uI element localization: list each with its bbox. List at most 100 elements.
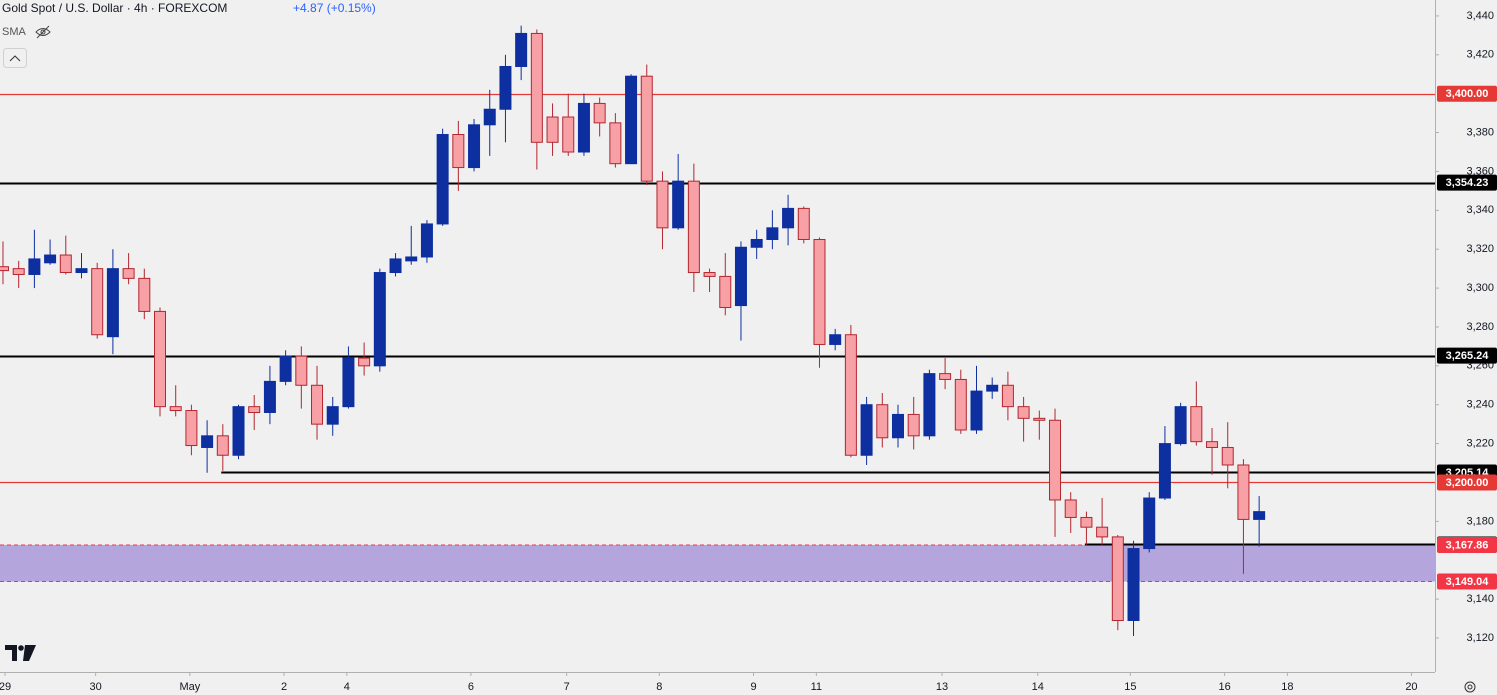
candle-body [138, 277, 151, 312]
price-change: +4.87 (+0.15%) [293, 1, 376, 15]
candle-body [59, 254, 72, 274]
candle-body [782, 207, 795, 229]
candle-body [1080, 516, 1093, 528]
y-tick-label: 3,120 [1466, 632, 1494, 644]
candle-body [907, 413, 920, 437]
candle-body [12, 268, 25, 275]
candle-body [797, 207, 810, 240]
candle-body [389, 258, 402, 274]
candle-body [562, 116, 575, 153]
axes: 3,440 3,420 3,380 3,360 3,340 3,320 3,300 3,280… [0, 10, 1497, 693]
candle-body [28, 258, 41, 275]
y-tick-label: 3,380 [1466, 126, 1494, 138]
candle-body [232, 406, 245, 456]
collapse-button[interactable] [3, 48, 27, 68]
settings-icon[interactable] [1464, 681, 1476, 693]
candle-body [625, 75, 638, 165]
candle-body [263, 380, 276, 413]
candle-body [766, 227, 779, 240]
candle-body [0, 266, 9, 272]
y-tick-label: 3,360 [1466, 165, 1494, 177]
candle-body [577, 102, 590, 153]
candle-body [75, 268, 88, 274]
price-tag-label: 3,265.24 [1446, 350, 1490, 362]
x-tick-label: 15 [1124, 681, 1136, 693]
x-tick-label: 11 [811, 681, 822, 693]
price-tag [1437, 536, 1497, 553]
price-tag [1437, 347, 1497, 364]
candle-body [405, 256, 418, 262]
candle-body [216, 435, 229, 456]
candle-body [891, 413, 904, 439]
x-tick-label: 18 [1281, 681, 1293, 693]
candle-body [923, 373, 936, 437]
x-tick-label: 20 [1405, 681, 1417, 693]
candle-body [1253, 511, 1266, 520]
candle-body [719, 275, 732, 309]
candle-body [593, 102, 606, 124]
y-tick-label: 3,320 [1466, 243, 1494, 255]
candle-body [1096, 526, 1109, 538]
candle-body [750, 238, 763, 248]
plot [0, 25, 1435, 637]
candle-body [687, 180, 700, 274]
candle-body [248, 406, 261, 413]
candle-body [342, 357, 355, 408]
candle-body [1049, 419, 1062, 501]
price-tag [1437, 474, 1497, 491]
candle-body [483, 108, 496, 126]
price-tag-label: 3,200.00 [1446, 477, 1489, 489]
candle-body [91, 268, 104, 336]
candle-body [1158, 443, 1171, 499]
y-tick-label: 3,420 [1466, 49, 1494, 61]
x-tick-label: 9 [750, 681, 756, 693]
price-tag [1437, 573, 1497, 590]
candle-body [939, 373, 952, 380]
candle-body [829, 334, 842, 345]
y-tick-label: 3,220 [1466, 438, 1494, 450]
candle-body [169, 406, 182, 412]
x-tick-label: 29 [0, 681, 11, 693]
candle-body [844, 334, 857, 456]
candle-body [1190, 406, 1203, 443]
candle-body [1064, 499, 1077, 518]
y-tick-label: 3,240 [1466, 399, 1494, 411]
price-tag [1437, 174, 1497, 191]
candle-body [656, 180, 669, 229]
logo [5, 645, 36, 661]
candle-body [1237, 464, 1250, 520]
price-tag-label: 3,167.86 [1446, 539, 1489, 551]
hide-icon[interactable] [35, 25, 51, 39]
candle-body [295, 355, 308, 386]
candle-body [703, 272, 716, 277]
y-tick-label: 3,440 [1466, 10, 1494, 22]
candle-body [44, 254, 57, 264]
candle-body [326, 406, 339, 425]
candle-body [1111, 536, 1124, 621]
candle-body [1174, 406, 1187, 445]
price-tag-label: 3,354.23 [1446, 177, 1489, 189]
candle-body [1033, 417, 1046, 421]
candle-body [201, 435, 214, 448]
candle-body [373, 272, 386, 367]
candle-body [106, 268, 119, 338]
chart-title: Gold Spot / U.S. Dollar · 4h · FOREXCOM [2, 1, 227, 15]
indicator-label: SMA [2, 26, 27, 38]
candle-body [154, 310, 167, 408]
price-tag [1437, 85, 1497, 102]
candle-body [813, 238, 826, 345]
y-tick-label: 3,140 [1466, 593, 1494, 605]
candle-body [499, 65, 512, 110]
candle-body [468, 124, 481, 169]
candle-body [1001, 384, 1014, 408]
x-tick-label: 7 [564, 681, 570, 693]
price-tag-label: 3,400.00 [1446, 88, 1489, 100]
x-tick-label: 6 [468, 681, 474, 693]
candle-body [609, 122, 622, 165]
candle-body [860, 404, 873, 456]
candle-body [1127, 548, 1140, 621]
candle-body [311, 384, 324, 425]
candle-body [970, 390, 983, 431]
x-tick-label: 30 [89, 681, 101, 693]
